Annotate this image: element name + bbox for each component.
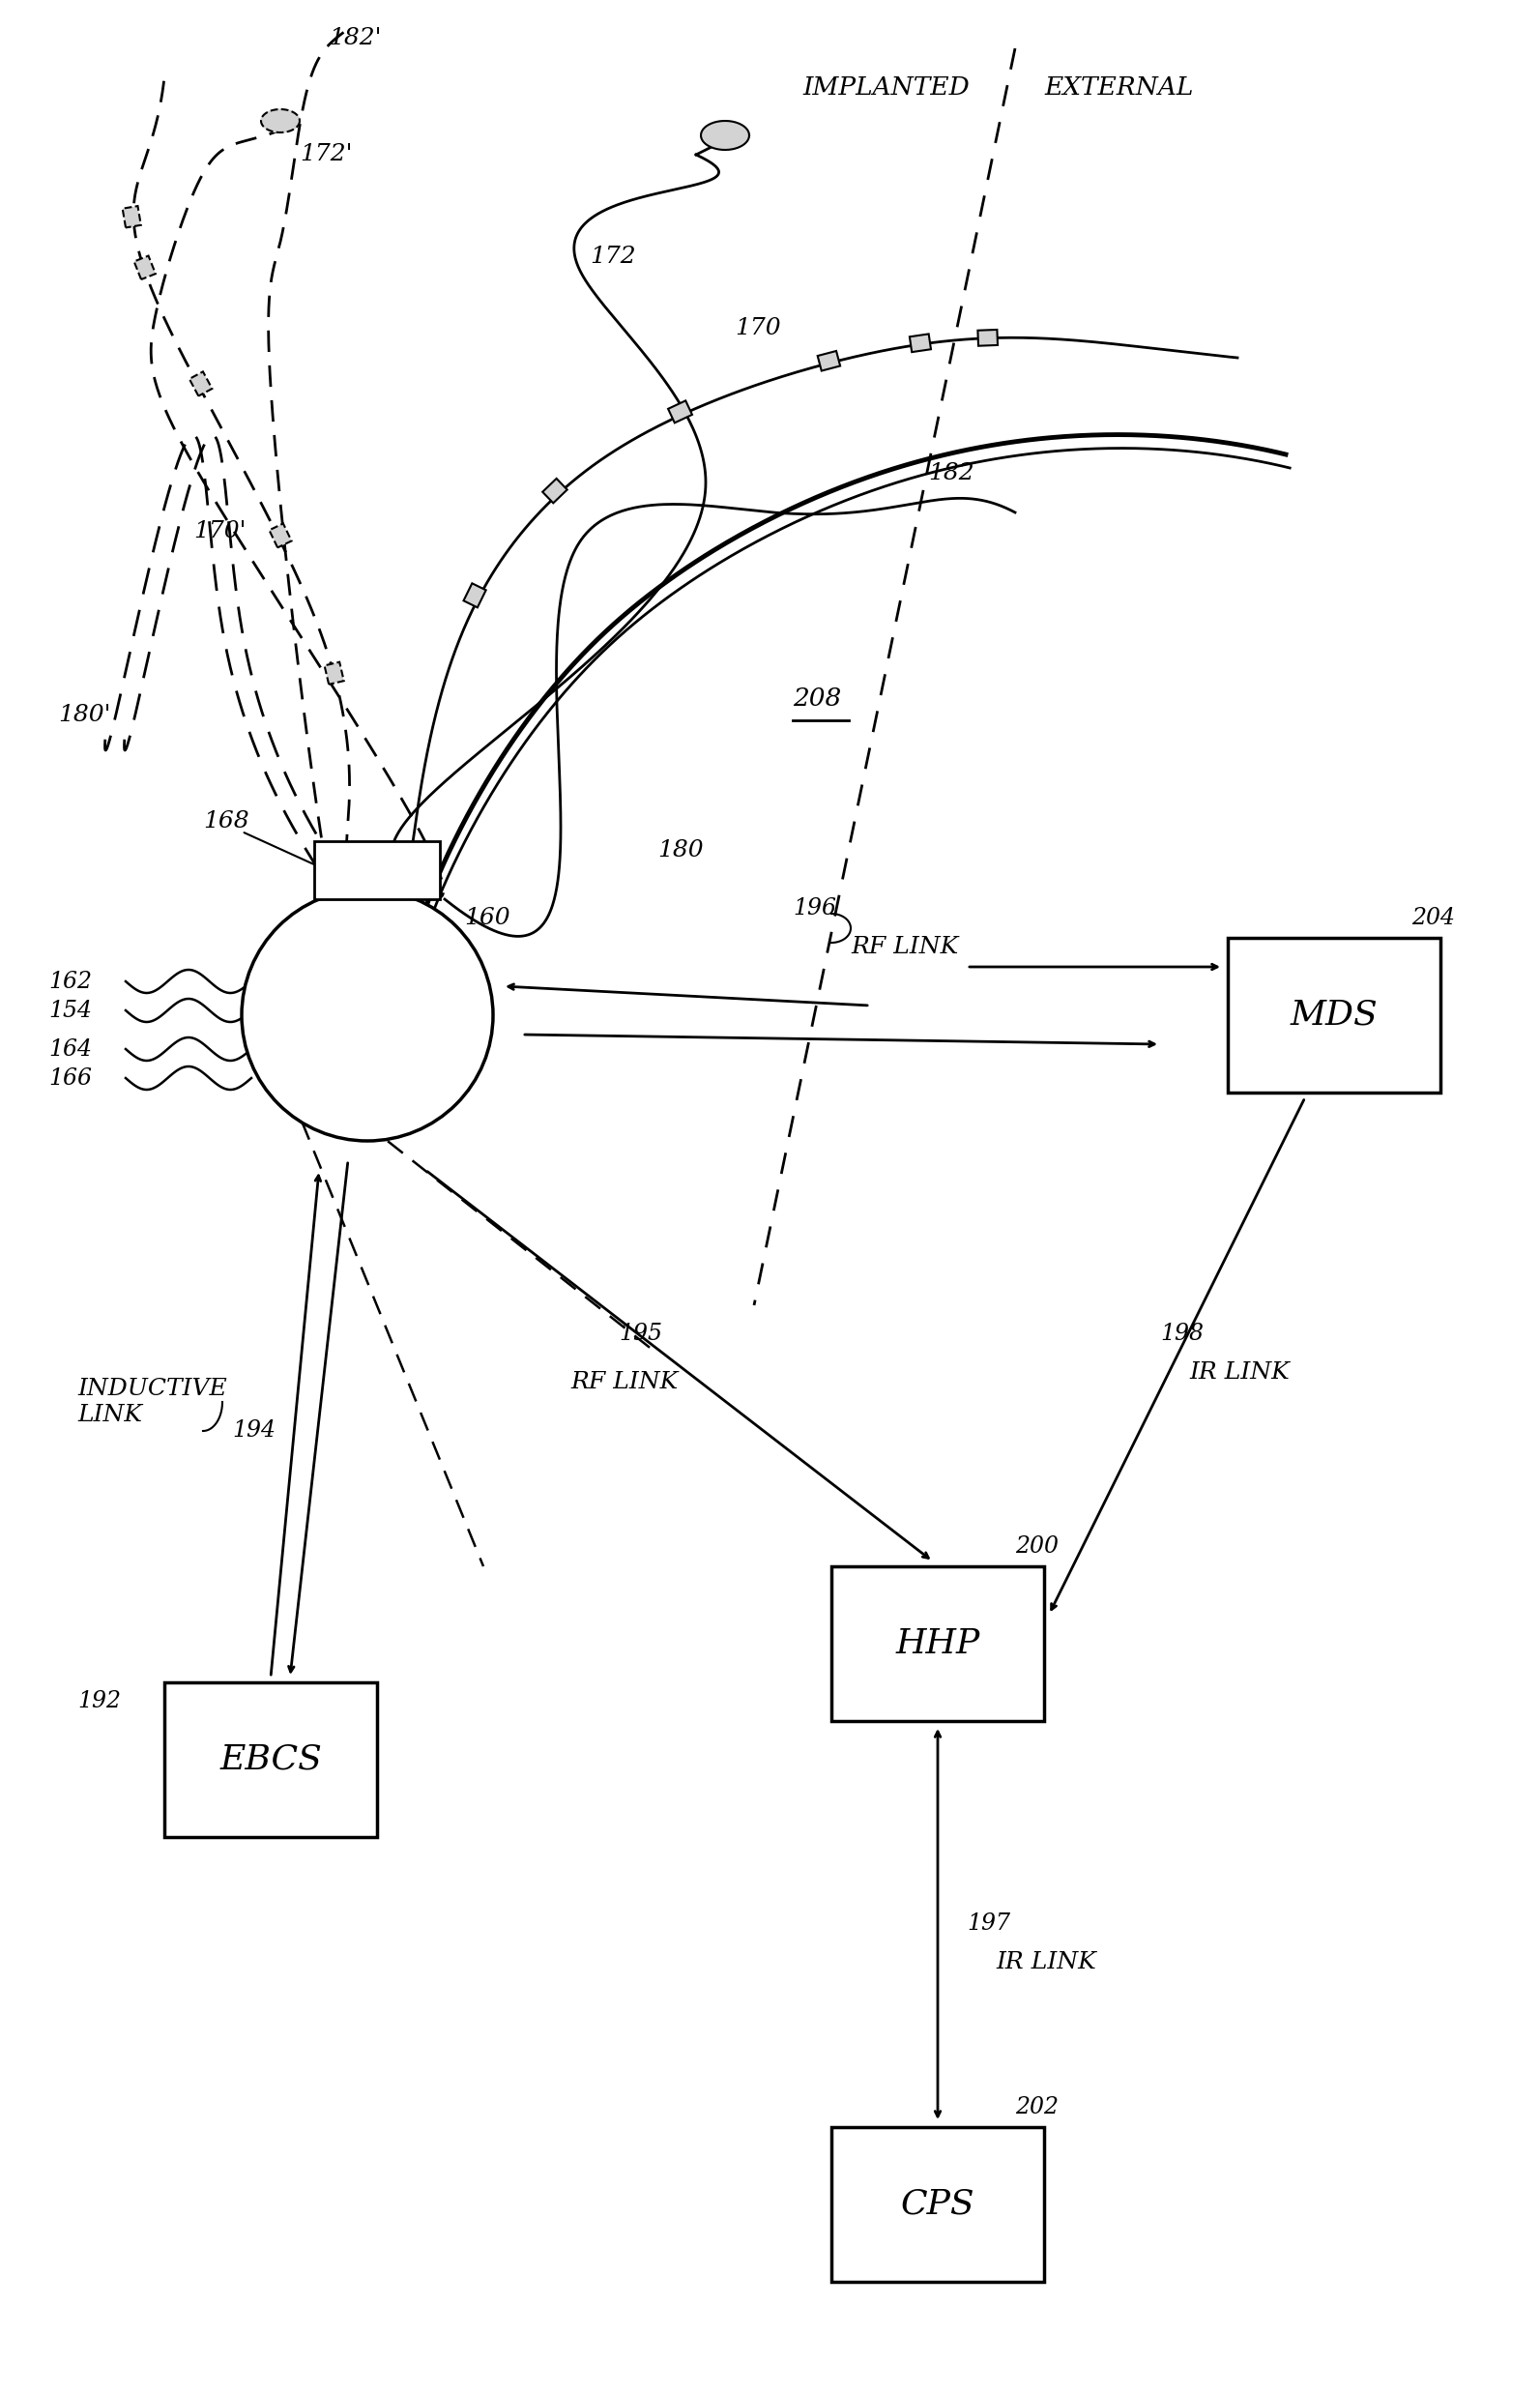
- Text: IR LINK: IR LINK: [996, 1953, 1096, 1974]
- Text: 198: 198: [1160, 1323, 1204, 1345]
- Bar: [123, 206, 142, 227]
- Text: HHP: HHP: [896, 1627, 979, 1661]
- Text: 192: 192: [77, 1689, 120, 1713]
- Text: 168: 168: [203, 811, 249, 833]
- Text: EXTERNAL: EXTERNAL: [1044, 74, 1194, 98]
- Bar: [165, 1682, 377, 1838]
- Text: 196: 196: [793, 897, 836, 919]
- Bar: [818, 352, 841, 371]
- Text: 180': 180': [59, 704, 111, 727]
- Bar: [832, 1567, 1044, 1721]
- Bar: [189, 371, 213, 395]
- Bar: [542, 479, 567, 503]
- Bar: [314, 842, 440, 900]
- Text: CPS: CPS: [901, 2187, 975, 2221]
- Text: 200: 200: [1015, 1536, 1058, 1558]
- Text: 180: 180: [658, 840, 704, 861]
- Text: 195: 195: [619, 1323, 662, 1345]
- Bar: [668, 400, 691, 424]
- Text: 204: 204: [1412, 907, 1455, 928]
- Text: IR LINK: IR LINK: [1189, 1362, 1289, 1383]
- Bar: [270, 524, 291, 548]
- Text: 172': 172': [300, 144, 353, 165]
- Text: 197: 197: [967, 1912, 1010, 1936]
- Bar: [325, 663, 343, 684]
- Text: 170: 170: [735, 318, 781, 340]
- Circle shape: [242, 890, 493, 1141]
- Bar: [1227, 938, 1440, 1094]
- Bar: [910, 335, 932, 352]
- Text: 164: 164: [48, 1039, 92, 1060]
- Text: 208: 208: [793, 687, 841, 711]
- Bar: [832, 2127, 1044, 2283]
- Text: 166: 166: [48, 1067, 92, 1089]
- Bar: [464, 584, 487, 608]
- Text: EBCS: EBCS: [220, 1742, 322, 1776]
- Text: IMPLANTED: IMPLANTED: [802, 74, 969, 98]
- Text: RF LINK: RF LINK: [570, 1371, 678, 1393]
- Text: 170': 170': [194, 522, 246, 543]
- Text: 182: 182: [929, 462, 975, 486]
- Bar: [978, 330, 998, 347]
- Text: RF LINK: RF LINK: [850, 936, 958, 960]
- Bar: [134, 256, 156, 280]
- Polygon shape: [262, 110, 300, 132]
- Text: 194: 194: [233, 1419, 276, 1443]
- Polygon shape: [701, 122, 750, 151]
- Text: 182': 182': [328, 29, 382, 50]
- Text: 202: 202: [1015, 2096, 1058, 2118]
- Text: 162: 162: [48, 969, 92, 993]
- Text: 154: 154: [48, 1000, 92, 1022]
- Text: INDUCTIVE
LINK: INDUCTIVE LINK: [77, 1378, 226, 1426]
- Text: 160: 160: [464, 907, 510, 928]
- Text: MDS: MDS: [1291, 998, 1378, 1031]
- Text: 172: 172: [590, 244, 636, 268]
